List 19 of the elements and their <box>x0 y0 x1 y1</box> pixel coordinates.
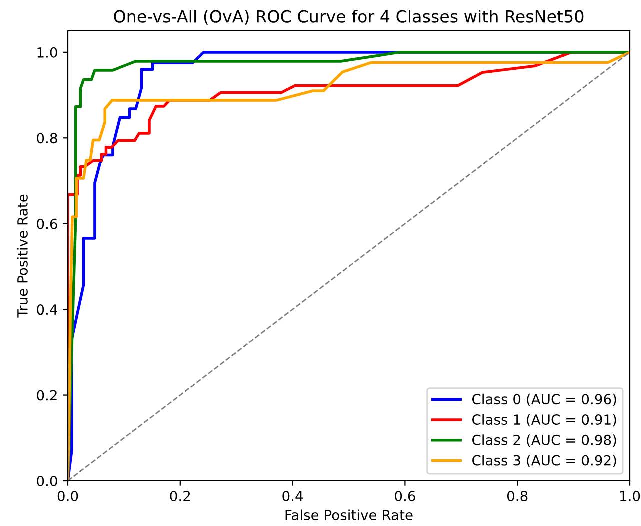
y-axis-title: True Positive Rate <box>17 194 28 318</box>
x-axis-title: False Positive Rate <box>286 510 413 520</box>
y-tick-label: 0.4 <box>37 304 58 316</box>
x-tick-label: 0.4 <box>282 490 304 502</box>
x-tick-label: 0.2 <box>170 490 190 502</box>
y-tick-label: 0.0 <box>37 476 58 486</box>
legend-label: Class 2 (AUC = 0.98) <box>472 434 616 448</box>
legend-label: Class 3 (AUC = 0.92) <box>472 455 616 468</box>
legend-label: Class 1 (AUC = 0.91) <box>472 414 616 427</box>
x-tick-label: 0.6 <box>395 490 416 502</box>
y-tick-label: 0.6 <box>37 218 58 230</box>
legend-label: Class 0 (AUC = 0.96) <box>472 394 616 406</box>
x-tick-label: 1.0 <box>620 490 640 502</box>
x-tick-label: 0.0 <box>58 490 78 502</box>
chart-title: One-vs-All (OvA) ROC Curve for 4 Classes with ResNet50 <box>114 10 584 25</box>
y-tick-label: 0.8 <box>37 133 58 144</box>
x-tick-label: 0.8 <box>507 490 528 502</box>
y-tick-label: 0.2 <box>37 390 57 401</box>
y-tick-label: 1.0 <box>38 47 58 58</box>
